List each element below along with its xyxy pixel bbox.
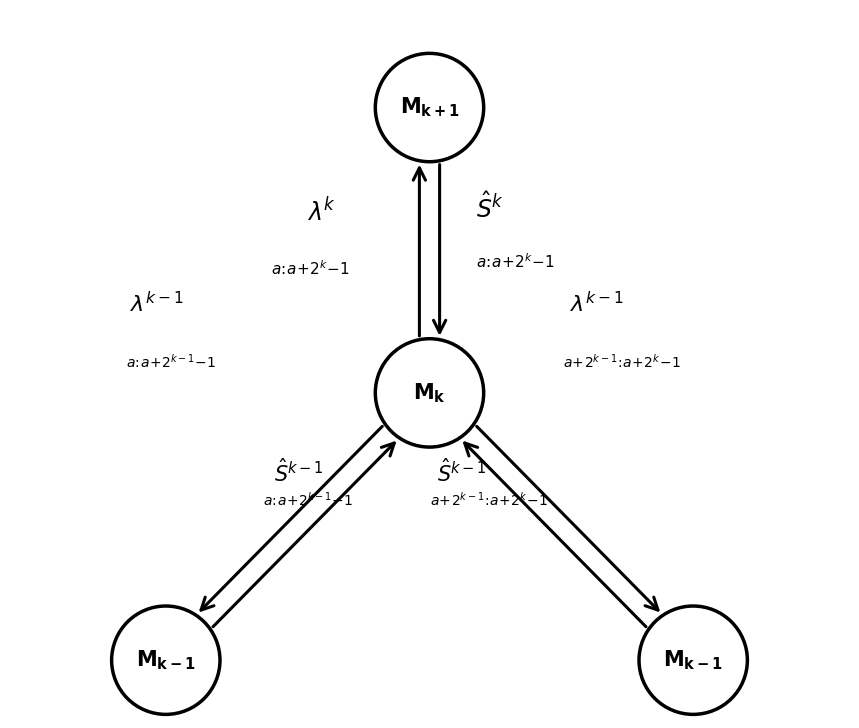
Text: $\hat{S}^{k-1}$: $\hat{S}^{k-1}$ (274, 458, 324, 486)
Text: $a\!:\!a\!+\!2^k\!-\!1$: $a\!:\!a\!+\!2^k\!-\!1$ (271, 259, 350, 278)
Text: $\lambda^{k-1}$: $\lambda^{k-1}$ (130, 292, 184, 317)
Circle shape (375, 339, 484, 447)
Circle shape (112, 606, 220, 714)
Text: $\mathbf{M_{k+1}}$: $\mathbf{M_{k+1}}$ (399, 96, 460, 119)
Text: $\hat{S}^{k-1}$: $\hat{S}^{k-1}$ (436, 458, 486, 486)
Text: $a\!:\!a\!+\!2^k\!-\!1$: $a\!:\!a\!+\!2^k\!-\!1$ (477, 252, 556, 271)
Circle shape (639, 606, 747, 714)
Text: $a\!:\!a\!+\!2^{k-1}\!-\!1$: $a\!:\!a\!+\!2^{k-1}\!-\!1$ (264, 491, 354, 508)
Text: $a\!+\!2^{k-1}\!:\!a\!+\!2^k\!-\!1$: $a\!+\!2^{k-1}\!:\!a\!+\!2^k\!-\!1$ (564, 353, 681, 371)
Text: $\hat{S}^k$: $\hat{S}^k$ (477, 193, 503, 223)
Text: $\mathbf{M_{k-1}}$: $\mathbf{M_{k-1}}$ (663, 649, 723, 672)
Text: $a\!:\!a\!+\!2^{k-1}\!-\!1$: $a\!:\!a\!+\!2^{k-1}\!-\!1$ (126, 353, 216, 371)
Text: $a\!+\!2^{k-1}\!:\!a\!+\!2^k\!-\!1$: $a\!+\!2^{k-1}\!:\!a\!+\!2^k\!-\!1$ (430, 491, 547, 508)
Circle shape (375, 53, 484, 162)
Text: $\mathbf{M_k}$: $\mathbf{M_k}$ (413, 381, 446, 405)
Text: $\lambda^{k-1}$: $\lambda^{k-1}$ (570, 292, 624, 317)
Text: $\lambda^k$: $\lambda^k$ (307, 198, 336, 226)
Text: $\mathbf{M_{k-1}}$: $\mathbf{M_{k-1}}$ (136, 649, 196, 672)
